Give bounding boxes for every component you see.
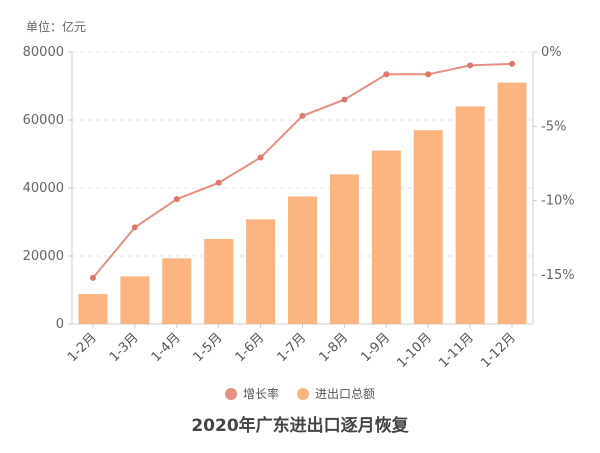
y-right-tick-label: -5% [541, 119, 566, 134]
legend-label-growth-rate: 增长率 [242, 387, 279, 401]
growth-point [131, 224, 138, 231]
x-tick-label: 1-2月 [65, 330, 100, 365]
x-tick-label: 1-3月 [107, 330, 142, 365]
bar [204, 239, 234, 324]
bar [455, 106, 485, 325]
bar [329, 174, 359, 324]
bar [497, 82, 527, 324]
x-tick-label: 1-4月 [149, 330, 184, 365]
y-left-tick-label: 20000 [23, 249, 64, 264]
bar [288, 196, 317, 324]
growth-point [509, 60, 516, 67]
bar [162, 258, 192, 324]
y-right-tick-label: -10% [541, 194, 575, 209]
bar [413, 130, 443, 324]
x-tick-label: 1-6月 [233, 330, 268, 365]
chart-title: 2020年广东进出口逐月恢复 [191, 416, 409, 436]
x-tick-label: 1-11月 [436, 330, 477, 371]
x-tick-label: 1-10月 [394, 330, 435, 371]
legend-item-growth-rate[interactable]: 增长率 [224, 385, 279, 402]
x-tick-label: 1-5月 [191, 330, 226, 365]
y-right-tick-label: -15% [541, 268, 575, 283]
legend-swatch-total-trade [297, 387, 309, 400]
bar [78, 294, 108, 324]
bar [120, 276, 150, 324]
growth-point [467, 62, 474, 69]
x-tick-label: 1-8月 [316, 330, 351, 365]
growth-point [215, 179, 222, 186]
unit-label: 单位：亿元 [26, 20, 87, 34]
growth-point [257, 154, 264, 161]
x-tick-label: 1-12月 [478, 330, 519, 371]
bar [371, 150, 401, 324]
y-left-tick-label: 40000 [23, 181, 64, 196]
x-tick-label: 1-7月 [275, 330, 310, 365]
growth-point [173, 196, 180, 203]
y-right-tick-label: 0% [541, 45, 562, 60]
legend-label-total-trade: 进出口总额 [315, 387, 376, 401]
legend-swatch-growth-rate [224, 387, 237, 400]
growth-point [299, 112, 306, 119]
legend-item-total-trade[interactable]: 进出口总额 [297, 385, 375, 402]
x-tick-label: 1-9月 [358, 330, 393, 365]
y-left-tick-label: 60000 [23, 113, 64, 128]
bar [246, 219, 276, 324]
legend: 增长率 进出口总额 [0, 385, 600, 402]
y-left-tick-label: 0 [56, 317, 64, 332]
growth-point [89, 274, 96, 281]
growth-point [425, 71, 432, 78]
growth-point [341, 96, 348, 103]
y-left-tick-label: 80000 [23, 45, 64, 60]
growth-point [383, 71, 390, 78]
